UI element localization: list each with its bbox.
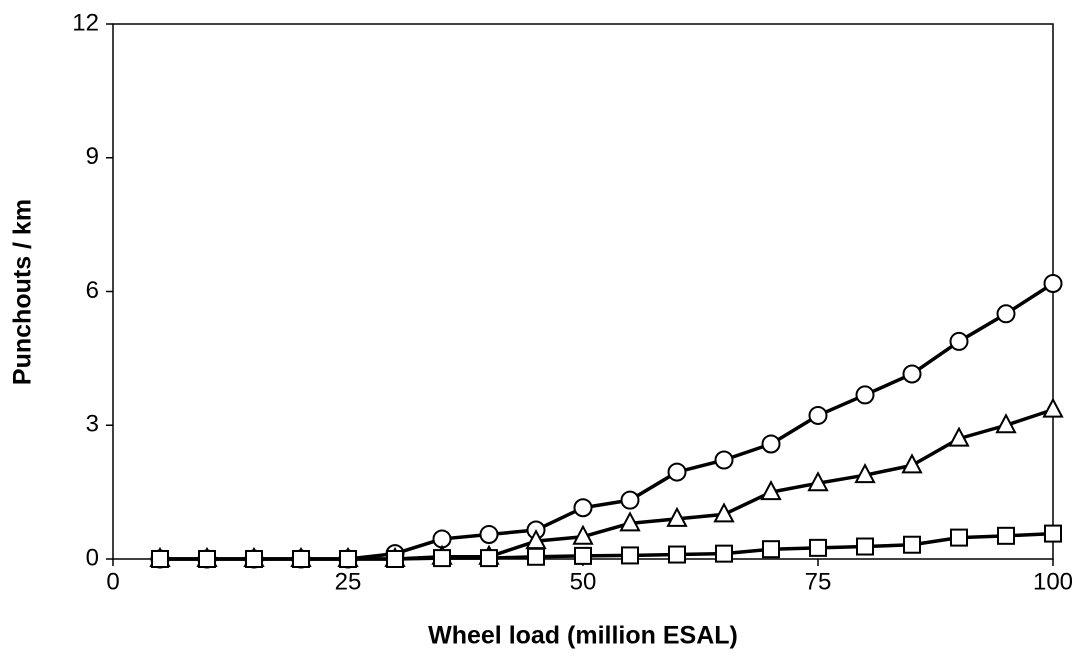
y-tick-label: 12 (72, 9, 99, 36)
point (902, 364, 922, 384)
x-tick-label: 100 (1033, 568, 1073, 595)
point (386, 550, 404, 568)
point (807, 471, 829, 492)
plot-frame (112, 23, 1054, 560)
y-tick-label: 3 (86, 411, 99, 438)
point (479, 524, 499, 544)
point (572, 524, 594, 545)
point (996, 304, 1016, 324)
x-axis-title: Wheel load (million ESAL) (428, 622, 738, 650)
x-tick-label: 75 (805, 568, 832, 595)
y-tick-label: 6 (86, 277, 99, 304)
point (854, 463, 876, 484)
point (339, 550, 357, 568)
point (997, 526, 1015, 545)
point (666, 506, 688, 527)
point (856, 537, 874, 556)
point (433, 549, 451, 568)
point (855, 385, 875, 405)
point (760, 479, 782, 501)
point (713, 502, 735, 523)
point (198, 550, 216, 568)
y-tick-label: 9 (86, 143, 99, 170)
point (527, 547, 545, 566)
point (1044, 524, 1062, 543)
point (480, 549, 498, 568)
point (809, 538, 827, 557)
point (950, 528, 968, 547)
point (948, 426, 970, 447)
point (901, 453, 923, 474)
series-line (160, 282, 1054, 561)
point (574, 546, 592, 565)
point (151, 550, 169, 568)
y-tick-label: 0 (86, 544, 99, 571)
point (245, 550, 263, 568)
point (762, 540, 780, 559)
point (949, 331, 969, 351)
point (761, 434, 781, 454)
y-axis-title: Punchouts / km (9, 199, 37, 385)
x-tick-label: 25 (335, 568, 362, 595)
point (621, 546, 639, 565)
point (667, 462, 687, 482)
point (620, 490, 640, 510)
point (292, 550, 310, 568)
x-tick-label: 0 (106, 568, 119, 595)
point (573, 498, 593, 518)
point (714, 450, 734, 470)
x-tick-label: 50 (570, 568, 597, 595)
point (619, 511, 641, 532)
point (1043, 273, 1063, 293)
point (715, 544, 733, 563)
point (1042, 397, 1064, 418)
point (808, 405, 828, 425)
point (903, 535, 921, 554)
point (995, 413, 1017, 434)
point (668, 545, 686, 564)
